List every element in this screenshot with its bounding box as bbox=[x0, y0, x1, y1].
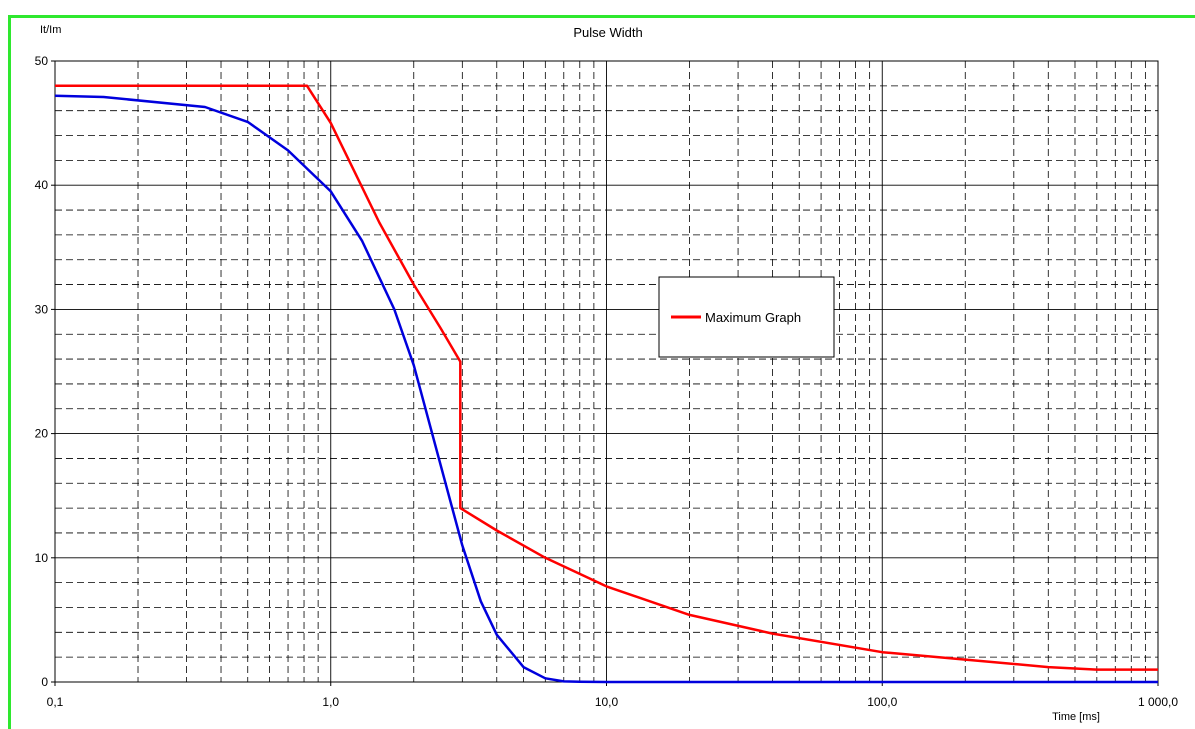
grid bbox=[55, 61, 1158, 682]
maximum-graph-line bbox=[55, 84, 1158, 671]
second-series-line bbox=[54, 94, 1158, 684]
y-axis-label: It/Im bbox=[40, 24, 61, 36]
series bbox=[54, 84, 1158, 684]
x-tick-label: 100,0 bbox=[867, 695, 897, 709]
x-tick-label: 1 000,0 bbox=[1138, 695, 1178, 709]
y-tick-label: 20 bbox=[35, 427, 49, 441]
y-tick-label: 50 bbox=[35, 54, 49, 68]
y-tick-label: 30 bbox=[35, 302, 49, 316]
x-tick-label: 1,0 bbox=[322, 695, 339, 709]
x-tick-label: 10,0 bbox=[595, 695, 619, 709]
frame-top-border bbox=[8, 15, 1195, 18]
chart-title: Pulse Width bbox=[573, 25, 642, 40]
legend: Maximum Graph bbox=[658, 276, 835, 358]
y-tick-label: 10 bbox=[35, 551, 49, 565]
tick-labels: 0 10 20 30 40 50 0,1 1,0 10,0 100,0 1 000,0 bbox=[35, 54, 1179, 709]
x-axis-label: Time [ms] bbox=[1052, 711, 1100, 723]
x-tick-label: 0,1 bbox=[47, 695, 64, 709]
frame-left-border bbox=[8, 15, 11, 729]
y-tick-label: 0 bbox=[41, 675, 48, 689]
legend-label: Maximum Graph bbox=[705, 310, 801, 325]
y-tick-label: 40 bbox=[35, 178, 49, 192]
